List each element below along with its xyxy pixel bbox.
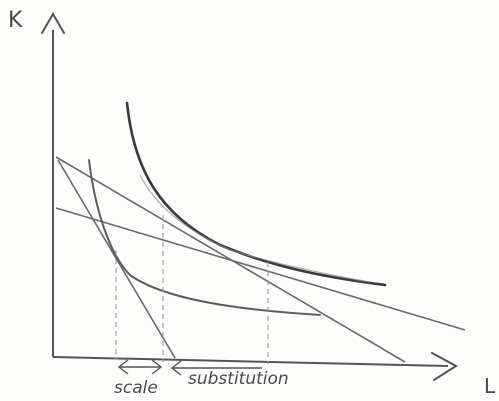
x-axis-arrowhead — [431, 352, 458, 381]
isocost-line-flat — [55, 207, 466, 331]
scale-effect-label: scale — [114, 378, 158, 398]
isoquants — [88, 101, 387, 316]
guide-lines — [115, 215, 269, 364]
isoquant-low — [88, 159, 321, 316]
y-axis-arrowhead — [41, 12, 65, 34]
effect-arrows — [117, 359, 262, 376]
scale-arrow-left-head — [117, 359, 129, 375]
axes — [41, 12, 458, 381]
scale-arrow-right-head — [151, 359, 163, 375]
isoquant-high-shade — [139, 174, 371, 283]
x-axis-label: L — [484, 374, 496, 398]
substitution-effect-label: substitution — [188, 369, 289, 389]
y-axis-label: K — [8, 8, 23, 33]
x-axis — [52, 356, 449, 367]
substitution-arrow-left-head — [170, 360, 182, 376]
